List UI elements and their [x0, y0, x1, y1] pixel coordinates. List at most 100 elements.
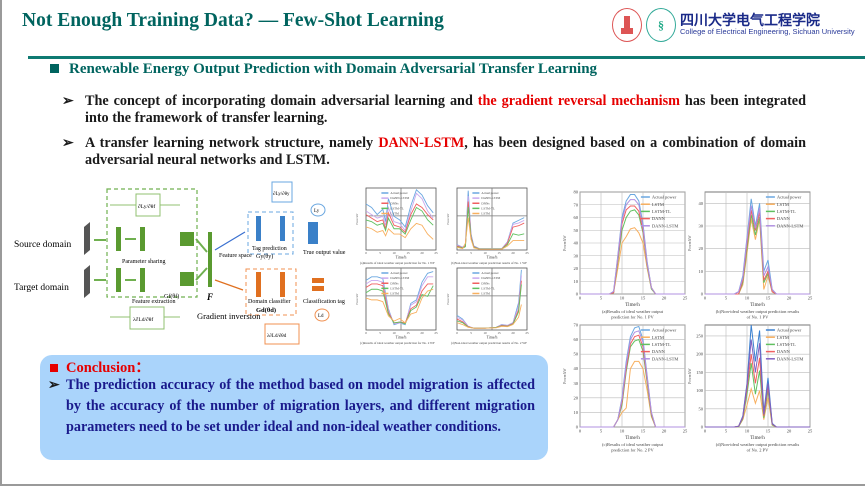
x-tick-label: 20: [662, 429, 667, 434]
legend-label: DANN-LSTM: [390, 276, 409, 280]
feature-F-label: F: [206, 292, 213, 302]
highlight-text: DANN-LSTM: [378, 135, 465, 151]
square-bullet-icon: [50, 364, 58, 372]
legend-label: DNNs: [390, 201, 399, 205]
legend-label: Actual power: [390, 271, 408, 275]
x-tick-label: 15: [766, 429, 771, 434]
legend-label: Actual power: [481, 271, 499, 275]
y-tick-label: 40: [699, 201, 704, 206]
legend-label: DANN-LSTM: [481, 276, 500, 280]
y-tick-label: 50: [574, 352, 579, 357]
x-tick-label: 10: [745, 296, 750, 301]
x-tick-label: 15: [406, 251, 410, 255]
y-axis-label: Power/kW: [356, 213, 359, 224]
bullet-1: ➢ The concept of incorporating domain adv…: [62, 93, 806, 127]
x-tick-label: 0: [579, 296, 582, 301]
series-line-lstm: [365, 222, 434, 240]
y-axis-label: Power/kW: [563, 235, 567, 251]
y-axis-label: Power/kW: [356, 293, 359, 304]
legend-label: LSTM: [390, 292, 399, 296]
university-logo: § 四川大学电气工程学院 College of Electrical Engine…: [612, 8, 855, 42]
tag-prediction-label: Tag prediction: [252, 246, 287, 252]
chart-caption: (c)Results of ideal weather output predi…: [360, 341, 435, 345]
legend-label: LSTM-TL: [390, 206, 404, 210]
x-tick-label: 5: [600, 429, 603, 434]
legend-label: LSTM-TL: [481, 206, 495, 210]
y-tick-label: 20: [574, 266, 579, 271]
x-tick-label: 20: [787, 296, 792, 301]
y-tick-label: 0: [701, 425, 704, 430]
x-tick-label: 25: [683, 296, 688, 301]
x-tick-label: 0: [579, 429, 582, 434]
legend-label: DANN-LSTM: [777, 356, 804, 361]
x-tick-label: 0: [365, 331, 367, 335]
legend-label: DNNs: [390, 281, 399, 285]
gf-label: Gf(θf): [164, 293, 179, 300]
x-axis-label: Time/h: [750, 302, 765, 308]
y-axis-label: Power/kW: [563, 368, 567, 384]
chart-caption: prediction for No. 2 PV: [611, 448, 654, 453]
x-tick-label: 10: [483, 331, 487, 335]
x-tick-label: 5: [470, 251, 472, 255]
x-tick-label: 15: [406, 331, 410, 335]
legend-label: DNNs: [481, 281, 490, 285]
x-tick-label: 10: [620, 429, 625, 434]
x-tick-label: 20: [511, 331, 515, 335]
legend-label: LSTM: [652, 202, 664, 207]
x-tick-label: 10: [620, 296, 625, 301]
x-tick-label: 20: [662, 296, 667, 301]
bullet-2: ➢ A transfer learning network structure, …: [62, 135, 806, 169]
ly-label: Ly: [314, 209, 320, 214]
y-tick-label: 40: [574, 366, 579, 371]
highlight-text: the gradient reversal mechanism: [477, 93, 680, 109]
target-domain-label: Target domain: [14, 283, 69, 293]
series-line-dann-lstm: [365, 276, 434, 325]
series-line-dann: [705, 210, 810, 295]
grad-top-label: ∂Ly/∂θf: [138, 203, 155, 210]
x-tick-label: 0: [456, 331, 458, 335]
series-line-dann-lstm: [580, 199, 685, 295]
series-line-lstm: [456, 304, 522, 329]
chart-caption: of No. 1 PV: [747, 315, 770, 320]
legend-label: LSTM-TL: [652, 342, 671, 347]
series-line-dann-lstm: [365, 192, 434, 232]
chart-panel: 0 5 10 15 20 25 Actual powerDANN-LSTMDNNsLSTM-…: [356, 267, 438, 345]
conclusion-heading-text: Conclusion：: [66, 360, 150, 376]
chart-caption: prediction for No. 1 PV: [611, 315, 654, 320]
y-tick-label: 0: [576, 292, 579, 297]
legend-label: LSTM: [481, 212, 490, 216]
x-tick-label: 5: [470, 331, 472, 335]
legend-label: Actual power: [652, 195, 677, 200]
bullet-text: The concept of incorporating domain adve…: [85, 93, 478, 109]
chart-caption: (d)Non-ideal weather output prediction r…: [716, 442, 800, 447]
legend-label: LSTM: [652, 335, 664, 340]
gd-label: Gd(θd): [256, 307, 276, 314]
legend-label: Actual power: [390, 191, 408, 195]
arrow-bullet-icon: ➢: [48, 377, 60, 393]
legend-label: LSTM-TL: [777, 342, 796, 347]
x-tick-label: 5: [725, 296, 728, 301]
x-tick-label: 25: [808, 429, 813, 434]
x-tick-label: 20: [420, 251, 424, 255]
y-tick-label: 30: [574, 381, 579, 386]
chart-caption: (b)Non-ideal weather output prediction r…: [716, 309, 800, 314]
legend-label: DANN-LSTM: [481, 196, 500, 200]
grad-d-label: λ∂Ld/∂θd: [267, 333, 287, 339]
y-tick-label: 70: [574, 323, 579, 328]
series-line-actual-power: [365, 188, 434, 228]
chart-caption: (b)Non-ideal weather output prediction r…: [451, 261, 527, 265]
x-tick-label: 5: [600, 296, 603, 301]
legend-label: DANN: [777, 349, 791, 354]
bullet-text: A transfer learning network structure, n…: [85, 135, 379, 151]
feature-extraction-label: Feature extraction: [132, 299, 175, 305]
legend-label: Actual power: [481, 191, 499, 195]
series-line-dann-lstm: [705, 205, 810, 295]
legend-label: LSTM: [390, 212, 399, 216]
y-tick-label: 10: [574, 279, 579, 284]
x-tick-label: 20: [511, 251, 515, 255]
chart-panel: 0 5 10 15 20 25 0 10 20 30 40 Actual power LSTM LSTM-…: [688, 191, 813, 320]
x-tick-label: 25: [434, 331, 438, 335]
y-tick-label: 60: [574, 215, 579, 220]
chart-panel: 0 5 10 15 20 25 0 10 20 30 40 50 60 70 Actual power LST…: [563, 323, 688, 453]
chart-caption: of No. 2 PV: [747, 448, 770, 453]
